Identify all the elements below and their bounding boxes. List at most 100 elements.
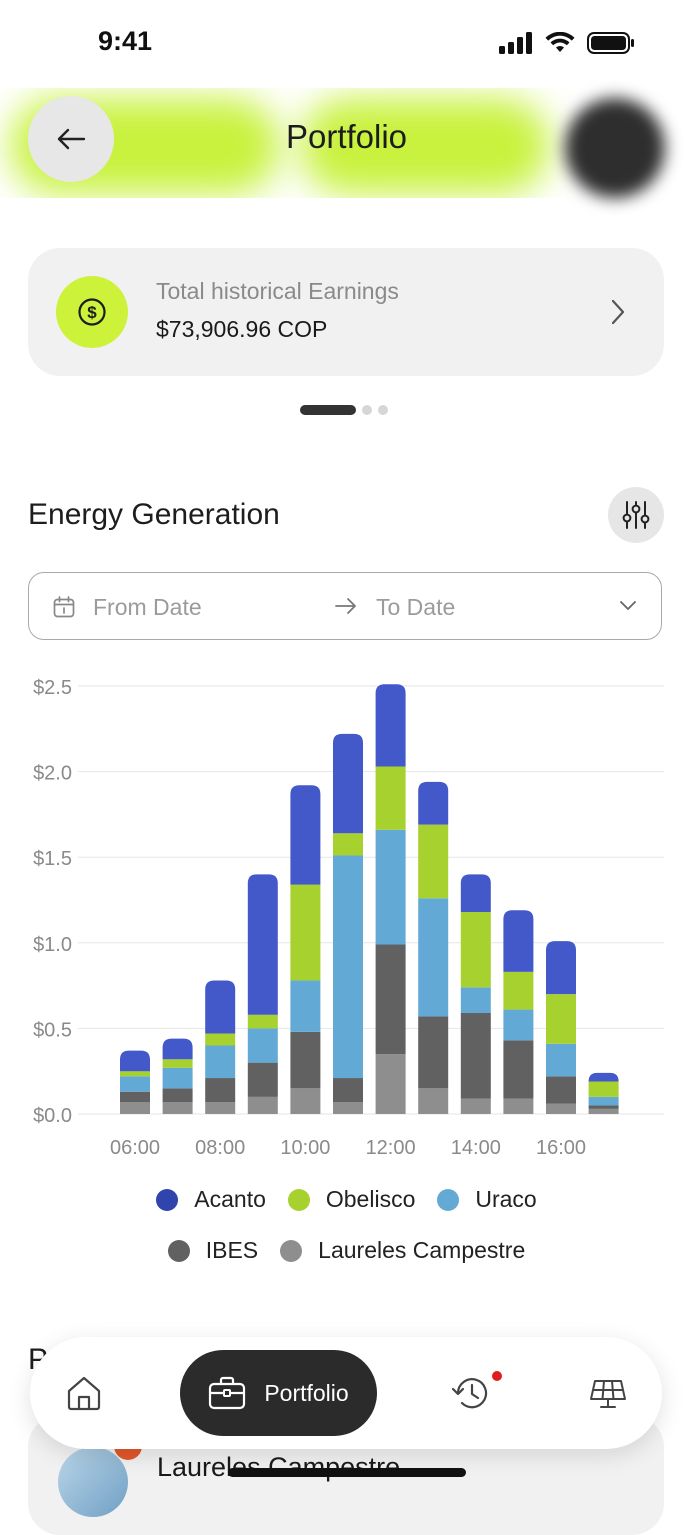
bar-segment xyxy=(120,1050,150,1072)
tab-portfolio-label: Portfolio xyxy=(264,1379,349,1406)
bar-segment xyxy=(588,1072,619,1082)
tab-portfolio[interactable]: Portfolio xyxy=(180,1350,377,1436)
legend-item: Acanto xyxy=(156,1186,266,1213)
filter-button[interactable] xyxy=(608,487,664,543)
carousel-pager[interactable] xyxy=(300,405,388,415)
y-tick-label: $0.5 xyxy=(33,1019,72,1041)
home-indicator xyxy=(228,1468,466,1477)
bar-segment xyxy=(460,1012,491,1099)
bar-segment xyxy=(503,910,534,972)
chevron-down-icon xyxy=(620,601,636,610)
bar-segment xyxy=(247,1014,278,1029)
bar-segment xyxy=(418,1016,449,1089)
pager-dot[interactable] xyxy=(378,405,388,415)
bar-segment xyxy=(460,911,491,988)
legend-swatch xyxy=(437,1188,460,1211)
bar-segment xyxy=(418,781,449,825)
svg-text:$: $ xyxy=(87,303,97,322)
earnings-label: Total historical Earnings xyxy=(156,278,399,304)
x-tick-label: 16:00 xyxy=(536,1137,586,1159)
legend-label: IBES xyxy=(205,1237,259,1263)
bar-segment xyxy=(460,987,491,1013)
legend-item: Obelisco xyxy=(287,1186,416,1213)
bar-segment xyxy=(247,1028,278,1063)
bar-segment xyxy=(375,1054,406,1114)
bar-segment xyxy=(588,1081,619,1097)
legend-label: Obelisco xyxy=(325,1186,416,1212)
bar-segment xyxy=(375,829,406,945)
x-tick-label: 08:00 xyxy=(195,1137,245,1159)
legend-swatch xyxy=(280,1239,303,1262)
bar-segment xyxy=(333,733,363,834)
bar-segment xyxy=(120,1076,150,1092)
bar-segment xyxy=(162,1088,193,1103)
legend-label: Uraco xyxy=(475,1186,537,1212)
y-tick-label: $2.0 xyxy=(33,763,72,785)
bar-segment xyxy=(418,1088,449,1114)
briefcase-icon xyxy=(209,1376,246,1410)
signal-icon xyxy=(499,32,532,54)
legend-swatch xyxy=(156,1188,179,1211)
bottom-tab-bar: Portfolio xyxy=(30,1337,662,1449)
energy-generation-title: Energy Generation xyxy=(28,498,280,531)
plant-card-title: Laureles Campestre xyxy=(157,1452,401,1482)
dollar-coin-icon: $ xyxy=(56,276,128,348)
legend-swatch xyxy=(287,1188,310,1211)
bar-segment xyxy=(503,1009,534,1041)
arrow-left-icon xyxy=(57,128,86,150)
pager-dot-active[interactable] xyxy=(300,405,356,415)
bar-segment xyxy=(333,833,363,856)
date-range-picker[interactable]: From Date To Date xyxy=(28,572,662,640)
earnings-card[interactable]: $ Total historical Earnings $73,906.96 C… xyxy=(28,248,664,376)
page-title: Portfolio xyxy=(285,118,408,155)
bar-segment xyxy=(290,1088,321,1114)
avatar[interactable] xyxy=(565,98,665,198)
calendar-icon xyxy=(53,596,75,618)
bar-segment xyxy=(375,766,406,830)
x-tick-label: 14:00 xyxy=(451,1137,501,1159)
notification-dot xyxy=(492,1371,502,1381)
bar-segment xyxy=(546,1043,576,1077)
bar-segment xyxy=(418,898,449,1017)
x-tick-label: 12:00 xyxy=(366,1137,416,1159)
bar-segment xyxy=(162,1059,193,1068)
legend-swatch xyxy=(167,1239,190,1262)
bar-segment xyxy=(290,980,321,1032)
home-icon[interactable] xyxy=(64,1373,104,1413)
status-icons xyxy=(499,32,635,54)
solar-panel-icon[interactable] xyxy=(588,1373,628,1413)
x-tick-label: 06:00 xyxy=(110,1137,160,1159)
chart-legend-row: IBES Laureles Campestre xyxy=(0,1237,693,1264)
to-date-input[interactable]: To Date xyxy=(376,594,456,620)
bar-segment xyxy=(460,874,491,912)
legend-label: Acanto xyxy=(194,1186,266,1212)
bar-segment xyxy=(205,1102,236,1114)
y-tick-label: $1.0 xyxy=(33,934,72,956)
bar-segment xyxy=(503,1098,534,1114)
bar-segment xyxy=(333,855,363,1079)
bar-segment xyxy=(247,1062,278,1097)
from-date-input[interactable]: From Date xyxy=(93,594,202,620)
bar-segment xyxy=(546,941,576,995)
y-tick-label: $0.0 xyxy=(33,1105,72,1127)
bar-segment xyxy=(162,1067,193,1089)
legend-item: IBES xyxy=(167,1237,259,1264)
bar-segment xyxy=(120,1071,150,1077)
bar-segment xyxy=(205,1045,236,1079)
bar-segment xyxy=(375,944,406,1055)
bar-segment xyxy=(205,1033,236,1046)
bar-segment xyxy=(503,971,534,1010)
status-time: 9:41 xyxy=(98,26,153,56)
pager-dot[interactable] xyxy=(362,405,372,415)
wifi-icon xyxy=(545,32,575,52)
status-bar: 9:41 xyxy=(0,0,693,90)
bar-segment xyxy=(162,1102,193,1114)
bar-segment xyxy=(205,1078,236,1103)
sliders-icon xyxy=(622,501,650,529)
back-button[interactable] xyxy=(28,96,114,182)
y-tick-label: $2.5 xyxy=(33,677,72,699)
bar-segment xyxy=(162,1038,193,1060)
battery-icon xyxy=(587,32,634,54)
history-icon[interactable] xyxy=(450,1373,492,1413)
bar-segment xyxy=(588,1096,619,1106)
